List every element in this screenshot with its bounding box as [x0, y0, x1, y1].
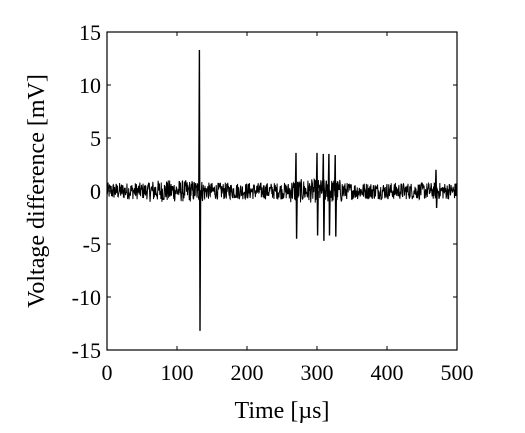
spike-5	[333, 154, 338, 237]
y-axis-label: Voltage difference [mV]	[24, 74, 50, 308]
y-tick-label: 10	[79, 73, 101, 98]
signal-trace	[106, 177, 458, 203]
spike-1	[294, 152, 298, 239]
y-tick-label: 15	[79, 20, 101, 45]
plot-frame	[106, 31, 458, 351]
spike-2	[315, 152, 319, 236]
spike-3	[322, 153, 326, 241]
x-tick-label: 300	[301, 360, 334, 385]
x-tick-label: 200	[231, 360, 264, 385]
x-tick-label: 400	[371, 360, 404, 385]
y-tick-label: -15	[72, 338, 101, 363]
x-tick-label: 500	[441, 360, 474, 385]
spike-markers	[198, 50, 438, 331]
x-tick-label: 0	[102, 360, 113, 385]
spike-4	[327, 153, 331, 236]
y-tick-label: 0	[90, 179, 101, 204]
y-tick-label: 5	[90, 126, 101, 151]
x-axis-label: Time [µs]	[235, 398, 330, 424]
y-tick-label: -10	[72, 285, 101, 310]
spike-0	[198, 50, 202, 331]
x-tick-label: 100	[161, 360, 194, 385]
y-tick-label: -5	[83, 232, 101, 257]
spike-6	[434, 169, 438, 208]
tick-labels: 0 100 200 300 400 500 -15 -10 -5 0 5 10 15	[72, 20, 474, 385]
